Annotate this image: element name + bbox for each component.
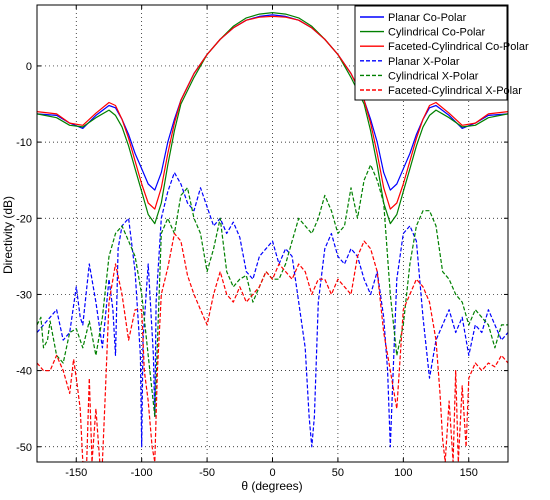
- x-tick-label: 150: [460, 467, 478, 479]
- x-ticks: -150 -100 -50 0 50 100 150: [65, 5, 478, 479]
- y-tick-label: -10: [16, 137, 32, 149]
- x-tick-label: -50: [199, 467, 215, 479]
- legend-label-faceted-cylindrical-x-polar: Faceted-Cylindrical X-Polar: [388, 85, 522, 97]
- y-tick-label: -30: [16, 289, 32, 301]
- legend-label-planar-co-polar: Planar Co-Polar: [388, 12, 467, 24]
- legend-label-faceted-cylindrical-co-polar: Faceted-Cylindrical Co-Polar: [388, 41, 529, 53]
- series-line-faceted-cylindrical-x-polar: [37, 232, 508, 462]
- y-ticks: 0 -10 -20 -30 -40 -50: [16, 61, 508, 454]
- x-axis-label: θ (degrees): [241, 479, 302, 493]
- x-tick-label: 0: [269, 467, 275, 479]
- plot-lines: [37, 12, 508, 462]
- series-line-faceted-cylindrical-co-polar: [37, 15, 508, 210]
- legend: Planar Co-Polar Cylindrical Co-Polar Facet…: [354, 5, 529, 101]
- series-line-planar-x-polar: [37, 172, 508, 448]
- y-tick-label: -40: [16, 366, 32, 378]
- x-tick-label: 50: [332, 467, 344, 479]
- legend-label-planar-x-polar: Planar X-Polar: [388, 56, 460, 68]
- legend-label-cylindrical-co-polar: Cylindrical Co-Polar: [388, 27, 486, 39]
- legend-box: [354, 5, 508, 101]
- series-line-cylindrical-x-polar: [37, 164, 508, 417]
- y-tick-label: -50: [16, 442, 32, 454]
- y-tick-label: 0: [26, 61, 32, 73]
- x-tick-label: -100: [131, 467, 153, 479]
- x-tick-label: 100: [394, 467, 412, 479]
- series-line-planar-co-polar: [37, 14, 508, 191]
- series-line-cylindrical-co-polar: [37, 12, 508, 225]
- x-tick-label: -150: [65, 467, 87, 479]
- legend-label-cylindrical-x-polar: Cylindrical X-Polar: [388, 70, 479, 82]
- y-tick-label: -20: [16, 213, 32, 225]
- y-axis-label: Directivity (dB): [1, 196, 15, 274]
